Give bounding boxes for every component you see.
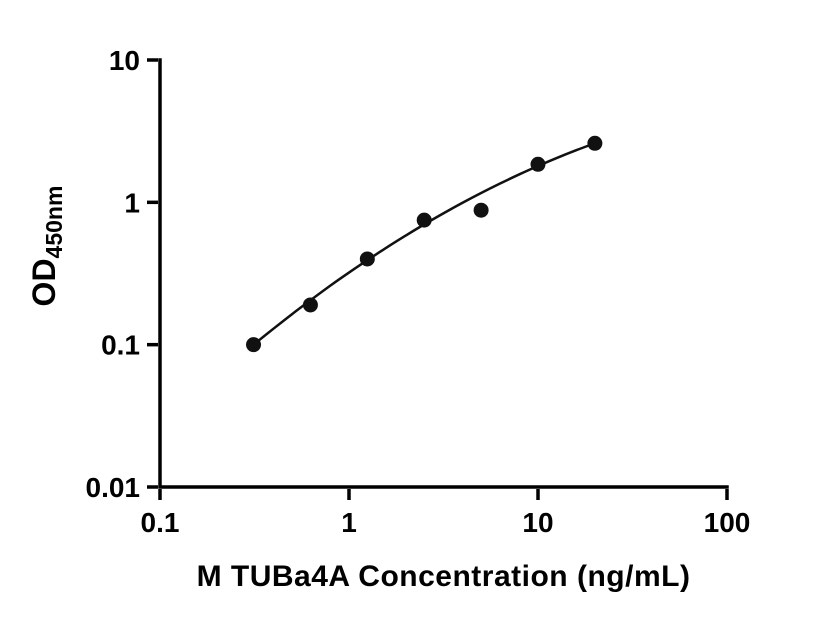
- x-tick-label: 100: [704, 507, 751, 538]
- data-point: [416, 212, 432, 228]
- x-tick-label: 0.1: [141, 507, 180, 538]
- data-point: [587, 135, 603, 151]
- fit-curve-line: [252, 142, 596, 346]
- y-axis-label: OD450nm: [26, 186, 68, 307]
- x-axis-label: M TUBa4A Concentration (ng/mL): [196, 560, 691, 593]
- data-point: [246, 337, 262, 353]
- data-point: [302, 297, 318, 313]
- data-point: [473, 202, 489, 218]
- y-tick-label: 0.01: [86, 472, 141, 503]
- y-axis-label-subscript: 450nm: [41, 185, 67, 259]
- y-axis-label-main: OD: [26, 258, 62, 307]
- x-tick-label: 10: [522, 507, 553, 538]
- y-tick-label: 10: [109, 45, 140, 76]
- data-point: [530, 156, 546, 172]
- data-point: [359, 251, 375, 267]
- x-tick-label: 1: [341, 507, 357, 538]
- y-tick-label: 1: [124, 187, 140, 218]
- y-tick-label: 0.1: [101, 330, 140, 361]
- axis-frame: [158, 58, 729, 489]
